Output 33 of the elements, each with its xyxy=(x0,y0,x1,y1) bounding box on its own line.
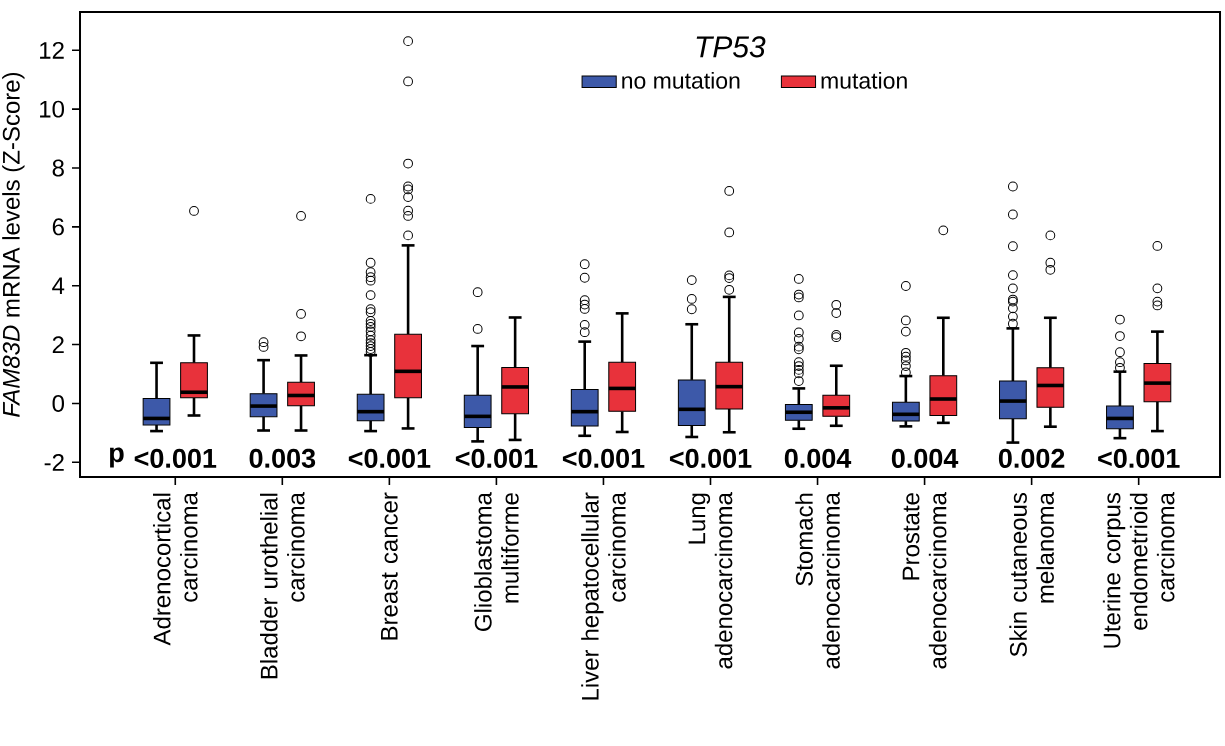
annotation: 0.003 xyxy=(249,448,316,468)
annotation: 0.004 xyxy=(784,448,852,468)
legend-title: TP53 xyxy=(696,36,766,58)
x-tick-label: Adrenocortical carcinoma xyxy=(152,492,198,646)
x-tick-label: Prostate adenocarcinoma xyxy=(902,492,947,669)
annotation: <0.001 xyxy=(562,448,645,468)
annotation: <0.001 xyxy=(455,448,538,468)
x-tick-label: Bladder urothelial carcinoma xyxy=(260,492,305,679)
x-tick-label: Breast cancer xyxy=(381,492,398,640)
x-tick-label: Lung adenocarcinoma xyxy=(688,492,733,669)
annotation: 0.004 xyxy=(891,448,959,468)
x-tick-label: Liver hepatocellular carcinoma xyxy=(581,492,626,700)
x-tick-label: Stomach adenocarcinoma xyxy=(795,492,840,669)
annotation: 0.002 xyxy=(998,448,1065,468)
y-tick-label: 6 xyxy=(52,218,64,236)
y-tick-label: 2 xyxy=(52,336,64,353)
annotation: <0.001 xyxy=(1098,448,1180,468)
y-tick-label: 12 xyxy=(40,41,64,59)
y-tick-label: 4 xyxy=(52,277,65,294)
x-tick-label: Skin cutaneous melanoma xyxy=(1009,492,1054,657)
y-tick-label: 8 xyxy=(52,159,64,177)
annotation: <0.001 xyxy=(669,448,752,468)
y-tick-label: 0 xyxy=(52,394,65,412)
y-tick-label: 10 xyxy=(40,100,65,118)
y-axis-title: FAM83D mRNA levels (Z-Score) xyxy=(2,72,25,417)
annotation: <0.001 xyxy=(348,448,431,468)
annotation: <0.001 xyxy=(134,448,217,468)
y-tick-label: -2 xyxy=(44,453,64,471)
legend-label: mutation xyxy=(821,71,907,89)
annotation: p xyxy=(110,447,124,468)
x-tick-label: Glioblastoma multiforme xyxy=(474,492,519,631)
legend-label: no mutation xyxy=(622,71,740,89)
x-tick-label: Uterine corpus endometrioid carcinoma xyxy=(1102,492,1175,648)
